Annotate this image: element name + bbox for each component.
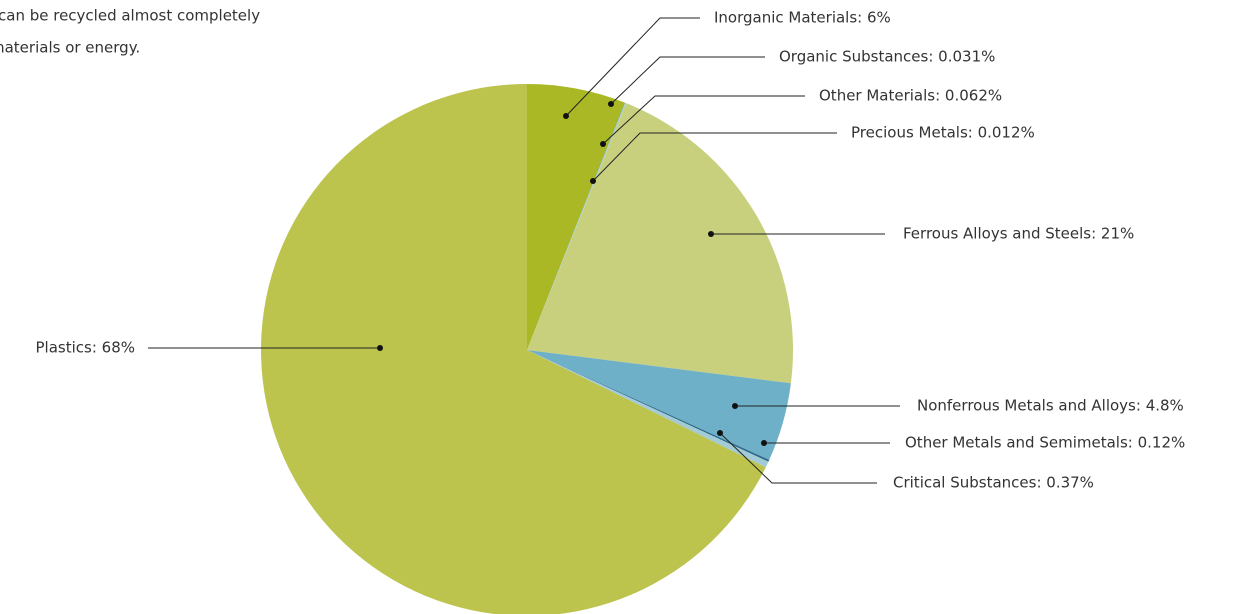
leader-line <box>719 432 877 484</box>
pie-slice <box>527 350 770 462</box>
leader-dot <box>717 430 723 436</box>
slice-label: Inorganic Materials: 6% <box>714 9 891 27</box>
leader-dot <box>377 345 383 351</box>
pie-slice <box>527 84 625 350</box>
slice-label: Nonferrous Metals and Alloys: 4.8% <box>917 397 1184 415</box>
intro-text: materials or energy. <box>0 39 140 57</box>
pie-slice <box>527 103 793 384</box>
pie-slice <box>260 84 766 614</box>
slice-label: Critical Substances: 0.37% <box>893 474 1094 492</box>
leader-dot <box>590 178 596 184</box>
slice-label: Plastics: 68% <box>36 339 136 357</box>
pie-slice <box>527 102 626 351</box>
leader-dot <box>761 440 767 446</box>
slice-label: Ferrous Alloys and Steels: 21% <box>903 225 1134 243</box>
leader-line <box>610 56 765 105</box>
leader-dot <box>708 231 714 237</box>
intro-text: can be recycled almost completely <box>0 7 260 25</box>
leader-line <box>565 17 700 117</box>
slice-label: Organic Substances: 0.031% <box>779 48 995 66</box>
pie-slice <box>527 350 769 468</box>
slice-label: Other Metals and Semimetals: 0.12% <box>905 434 1185 452</box>
leader-dot <box>563 113 569 119</box>
pie-slice <box>527 350 791 460</box>
leader-line <box>592 132 837 182</box>
pie-slice <box>527 102 626 350</box>
leader-line <box>602 95 805 145</box>
slice-label: Precious Metals: 0.012% <box>851 124 1035 142</box>
pie-slice <box>527 103 627 350</box>
leader-dot <box>600 141 606 147</box>
leader-dot <box>732 403 738 409</box>
leader-dot <box>608 101 614 107</box>
slice-label: Other Materials: 0.062% <box>819 87 1002 105</box>
